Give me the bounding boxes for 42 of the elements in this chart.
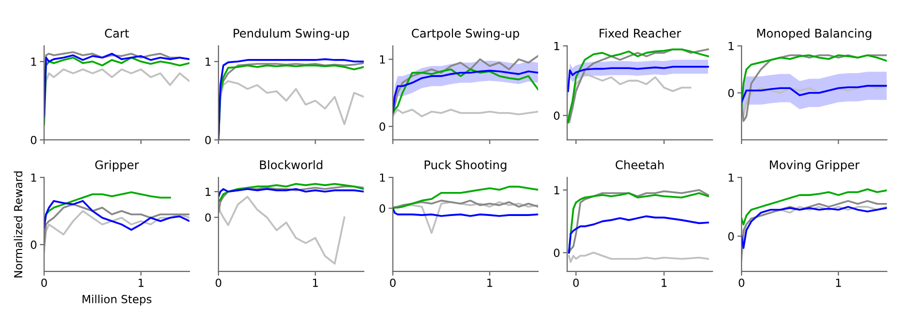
x-tick-label: 1 <box>487 278 492 287</box>
y-tick-label: 1 <box>728 42 734 50</box>
chart-title: Fixed Reacher <box>600 28 682 38</box>
y-tick-label: 1 <box>380 55 385 64</box>
y-tick-label: 1 <box>206 58 210 66</box>
x-tick-label: 0 <box>41 278 47 287</box>
y-tick-label: 1 <box>31 58 36 66</box>
y-tick-label: 1 <box>554 42 560 50</box>
x-tick-label: 0 <box>738 278 744 287</box>
y-tick-label: 1 <box>380 174 385 182</box>
y-tick-label: 1 <box>728 174 734 182</box>
chart-title: Cartpole Swing-up <box>412 28 520 40</box>
x-tick-label: 0 <box>390 278 396 287</box>
chart-title: Cheetah <box>616 160 664 170</box>
y-tick-label: 0 <box>205 213 211 222</box>
chart-title: Pendulum Swing-up <box>234 28 350 40</box>
x-tick-label: 1 <box>662 278 667 287</box>
x-tick-label: 1 <box>313 278 318 287</box>
y-tick-label: 0 <box>380 204 386 213</box>
y-tick-label: 0 <box>30 136 36 144</box>
x-axis-title: Million Steps <box>82 294 152 306</box>
chart-title: Blockworld <box>260 160 322 170</box>
chart-title: Gripper <box>95 160 139 172</box>
y-tick-label: 0 <box>554 111 560 120</box>
y-tick-label: 0 <box>30 240 36 249</box>
x-tick-label: 0 <box>573 278 579 287</box>
y-tick-label: 0 <box>205 136 211 144</box>
y-tick-label: 1 <box>31 174 36 182</box>
x-tick-label: 0 <box>216 278 222 287</box>
y-tick-label: 1 <box>554 186 560 194</box>
chart-title: Cart <box>104 28 129 38</box>
y-axis-title: Normalized Reward <box>14 171 22 278</box>
y-tick-label: 0 <box>728 232 734 241</box>
y-tick-label: 0 <box>554 248 560 258</box>
y-tick-label: 0 <box>380 122 386 131</box>
y-tick-label: 0 <box>728 88 734 98</box>
y-tick-label: 1 <box>206 188 210 196</box>
chart-title: Monoped Balancing <box>757 28 872 40</box>
chart-title: Puck Shooting <box>424 160 506 172</box>
x-tick-label: 1 <box>138 278 144 287</box>
x-tick-label: 1 <box>836 278 841 287</box>
chart-title: Moving Gripper <box>770 160 860 172</box>
